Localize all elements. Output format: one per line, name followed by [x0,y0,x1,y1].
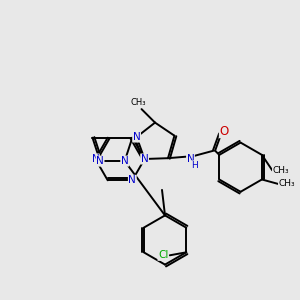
Text: N: N [121,156,129,166]
Text: N: N [133,132,140,142]
Text: N: N [141,154,148,164]
Text: N: N [128,175,136,185]
Text: CH₃: CH₃ [131,98,146,107]
Text: H: H [191,160,197,169]
Text: N: N [187,154,194,164]
Text: N: N [96,156,104,166]
Text: CH₃: CH₃ [278,179,295,188]
Text: O: O [220,125,229,138]
Text: CH₃: CH₃ [272,166,289,175]
Text: Cl: Cl [158,250,168,260]
Text: N: N [92,154,99,164]
